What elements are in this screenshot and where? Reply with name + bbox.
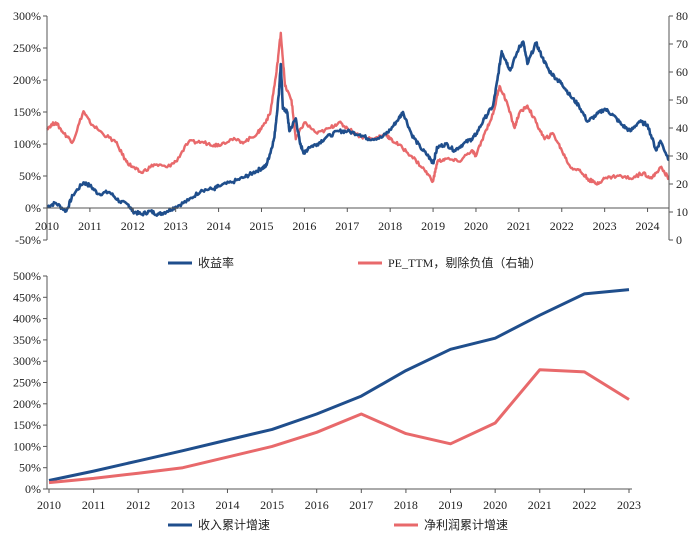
top-x-tick-label: 2014: [207, 219, 231, 233]
top-left-tick-label: 150%: [13, 105, 41, 119]
top-left-tick-label: 300%: [13, 9, 41, 23]
bottom-legend-label: 收入累计增速: [198, 518, 270, 532]
bottom-x-tick-label: 2022: [572, 498, 596, 512]
top-chart: -50% 0% 50% 100% 150% 200% 250% 300% 0 10 20 30 40 50…: [13, 9, 688, 270]
top-x-tick-label: 2019: [421, 219, 445, 233]
bottom-y-tick-label: 100%: [13, 439, 41, 453]
top-left-tick-label: 100%: [13, 137, 41, 151]
bottom-x-tick-label: 2014: [215, 498, 239, 512]
top-x-tick-label: 2021: [507, 219, 531, 233]
bottom-x-tick-label: 2011: [82, 498, 106, 512]
bottom-y-tick-label: 450%: [13, 290, 41, 304]
bottom-x-tick-label: 2013: [171, 498, 195, 512]
top-left-tick-label: 200%: [13, 73, 41, 87]
bottom-legend-label: 净利润累计增速: [424, 518, 508, 532]
bottom-x-tick-label: 2012: [126, 498, 150, 512]
top-right-tick-label: 10: [676, 205, 688, 219]
bottom-x-tick-label: 2019: [439, 498, 463, 512]
top-legend: 收益率 PE_TTM，剔除负值（右轴）: [168, 255, 541, 270]
bottom-legend: 收入累计增速 净利润累计增速: [168, 518, 508, 532]
bottom-x-tick-label: 2021: [528, 498, 552, 512]
top-left-tick-label: 50%: [19, 169, 41, 183]
bottom-chart: 0% 50% 100% 150% 200% 250% 300% 350% 400% 450% 500…: [13, 269, 641, 532]
top-left-tick-label: 250%: [13, 41, 41, 55]
top-right-tick-label: 50: [676, 93, 688, 107]
bottom-x-tick-label: 2018: [394, 498, 418, 512]
bottom-x-tick-label: 2016: [305, 498, 329, 512]
top-series-pe-line: [46, 31, 670, 186]
bottom-y-tick-label: 250%: [13, 376, 41, 390]
top-x-tick-label: 2010: [35, 219, 59, 233]
top-x-tick-label: 2023: [593, 219, 617, 233]
bottom-y-tick-label: 400%: [13, 312, 41, 326]
top-x-tick-label: 2020: [464, 219, 488, 233]
top-x-tick-label: 2013: [164, 219, 188, 233]
top-x-tick-label: 2024: [636, 219, 660, 233]
bottom-x-tick-label: 2015: [260, 498, 284, 512]
bottom-series-profit-line: [48, 368, 630, 485]
top-x-tick-label: 2011: [78, 219, 102, 233]
bottom-y-tick-label: 50%: [19, 461, 41, 475]
bottom-x-tick-label: 2023: [617, 498, 641, 512]
bottom-y-tick-label: 0%: [25, 482, 41, 496]
bottom-series-revenue-line: [48, 288, 630, 482]
top-x-tick-label: 2017: [335, 219, 359, 233]
top-x-tick-label: 2015: [249, 219, 273, 233]
top-right-tick-label: 20: [676, 177, 688, 191]
top-right-tick-label: 30: [676, 149, 688, 163]
top-x-tick-label: 2022: [550, 219, 574, 233]
top-x-tick-label: 2018: [378, 219, 402, 233]
bottom-x-tick-label: 2017: [349, 498, 373, 512]
top-right-tick-label: 60: [676, 65, 688, 79]
top-right-tick-label: 70: [676, 37, 688, 51]
top-legend-label: 收益率: [198, 255, 234, 270]
top-right-tick-label: 80: [676, 9, 688, 23]
bottom-x-tick-label: 2020: [483, 498, 507, 512]
top-series-return-line: [46, 40, 670, 217]
top-x-tick-label: 2012: [121, 219, 145, 233]
bottom-y-tick-label: 300%: [13, 354, 41, 368]
bottom-y-tick-label: 350%: [13, 333, 41, 347]
top-right-tick-label: 40: [676, 121, 688, 135]
top-left-tick-label: 0%: [25, 201, 41, 215]
bottom-y-tick-label: 500%: [13, 269, 41, 283]
top-x-tick-label: 2016: [292, 219, 316, 233]
top-legend-label: PE_TTM，剔除负值（右轴）: [388, 255, 541, 270]
bottom-y-tick-label: 150%: [13, 418, 41, 432]
bottom-x-tick-label: 2010: [37, 498, 61, 512]
top-right-tick-label: 0: [676, 233, 682, 247]
bottom-y-tick-label: 200%: [13, 397, 41, 411]
top-left-tick-label: -50%: [15, 233, 41, 247]
